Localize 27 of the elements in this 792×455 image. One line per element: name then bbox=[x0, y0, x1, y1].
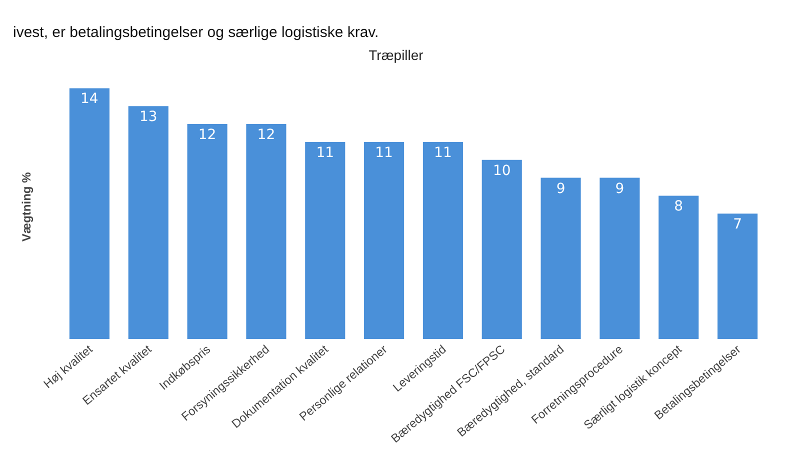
bar bbox=[658, 196, 699, 339]
data-label: 10 bbox=[492, 162, 511, 179]
bar bbox=[540, 178, 581, 339]
data-label: 12 bbox=[198, 127, 216, 144]
data-label: 14 bbox=[80, 91, 98, 108]
bar bbox=[422, 142, 463, 339]
data-label: 11 bbox=[434, 144, 452, 161]
bar bbox=[482, 160, 522, 339]
bar bbox=[187, 124, 228, 339]
bar bbox=[128, 106, 168, 339]
data-label: 9 bbox=[615, 180, 624, 197]
y-axis-title: Vægtning % bbox=[20, 172, 34, 242]
data-label: 11 bbox=[375, 144, 393, 161]
data-label: 12 bbox=[257, 127, 276, 144]
bar bbox=[246, 124, 286, 339]
bar bbox=[69, 88, 110, 339]
data-label: 7 bbox=[733, 216, 742, 233]
bar bbox=[718, 214, 758, 339]
data-label: 13 bbox=[139, 109, 158, 126]
data-label: 11 bbox=[316, 144, 334, 161]
bar bbox=[600, 178, 640, 339]
text: ivest, er betalingsbetingelser og særlige logistiske krav. bbox=[13, 24, 379, 41]
bar bbox=[305, 142, 346, 339]
chart-title: Træpiller bbox=[368, 46, 424, 63]
bar bbox=[364, 142, 404, 339]
data-label: 8 bbox=[674, 198, 684, 215]
data-label: 9 bbox=[556, 180, 566, 197]
